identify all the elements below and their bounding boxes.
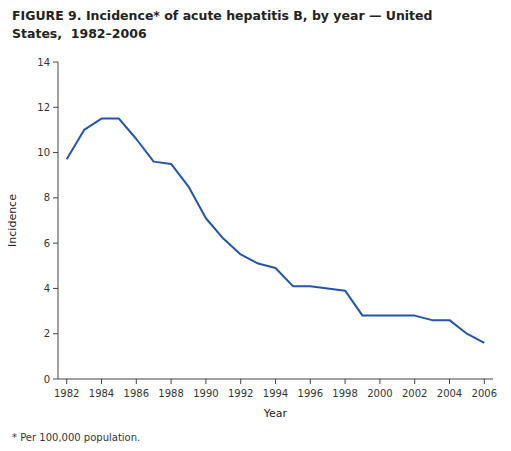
y-tick bbox=[53, 62, 58, 63]
x-tick bbox=[171, 379, 172, 384]
y-tick bbox=[53, 152, 58, 153]
footnote: * Per 100,000 population. bbox=[12, 432, 140, 443]
title: FIGURE 9. Incidence* of acute hepatitis … bbox=[12, 8, 433, 41]
x-tick bbox=[205, 379, 206, 384]
y-tick-label: 14 bbox=[37, 57, 50, 68]
y-tick-label: 4 bbox=[44, 283, 50, 294]
x-tick-label: 1994 bbox=[263, 388, 288, 399]
x-tick bbox=[136, 379, 137, 384]
x-axis-label: Year bbox=[263, 407, 288, 420]
x-tick-label: 2002 bbox=[402, 388, 427, 399]
y-tick-label: 12 bbox=[37, 102, 50, 113]
y-tick-label: 6 bbox=[44, 238, 50, 249]
x-tick-label: 1984 bbox=[89, 388, 114, 399]
x-tick-label: 1998 bbox=[332, 388, 357, 399]
x-tick-label: 1986 bbox=[124, 388, 149, 399]
y-axis-line bbox=[58, 62, 59, 379]
x-tick-label: 1996 bbox=[298, 388, 323, 399]
x-tick bbox=[484, 379, 485, 384]
x-tick-label: 1992 bbox=[228, 388, 253, 399]
x-tick-label: 2004 bbox=[437, 388, 462, 399]
y-tick-label: 0 bbox=[44, 374, 50, 385]
x-tick bbox=[449, 379, 450, 384]
x-tick-label: 1988 bbox=[158, 388, 183, 399]
x-tick-label: 2006 bbox=[472, 388, 497, 399]
y-tick bbox=[53, 197, 58, 198]
title-line: States, 1982–2006 bbox=[12, 26, 147, 41]
x-tick-label: 1990 bbox=[193, 388, 218, 399]
x-tick bbox=[379, 379, 380, 384]
y-tick-label: 10 bbox=[37, 147, 50, 158]
x-tick bbox=[414, 379, 415, 384]
chart: FIGURE 9. Incidence* of acute hepatitis … bbox=[0, 0, 511, 451]
y-axis-label: Incidence bbox=[6, 194, 19, 247]
line bbox=[67, 119, 485, 343]
x-tick bbox=[275, 379, 276, 384]
x-tick bbox=[66, 379, 67, 384]
x-tick bbox=[101, 379, 102, 384]
plot-area bbox=[67, 119, 485, 343]
x-tick bbox=[240, 379, 241, 384]
y-tick bbox=[53, 243, 58, 244]
title-line: FIGURE 9. Incidence* of acute hepatitis … bbox=[12, 8, 433, 23]
y-tick bbox=[53, 288, 58, 289]
x-tick bbox=[345, 379, 346, 384]
x-tick bbox=[310, 379, 311, 384]
x-tick-label: 1982 bbox=[54, 388, 79, 399]
y-tick-label: 2 bbox=[44, 328, 50, 339]
y-tick bbox=[53, 333, 58, 334]
y-tick-label: 8 bbox=[44, 192, 50, 203]
x-tick-label: 2000 bbox=[367, 388, 392, 399]
y-tick bbox=[53, 379, 58, 380]
y-tick bbox=[53, 107, 58, 108]
